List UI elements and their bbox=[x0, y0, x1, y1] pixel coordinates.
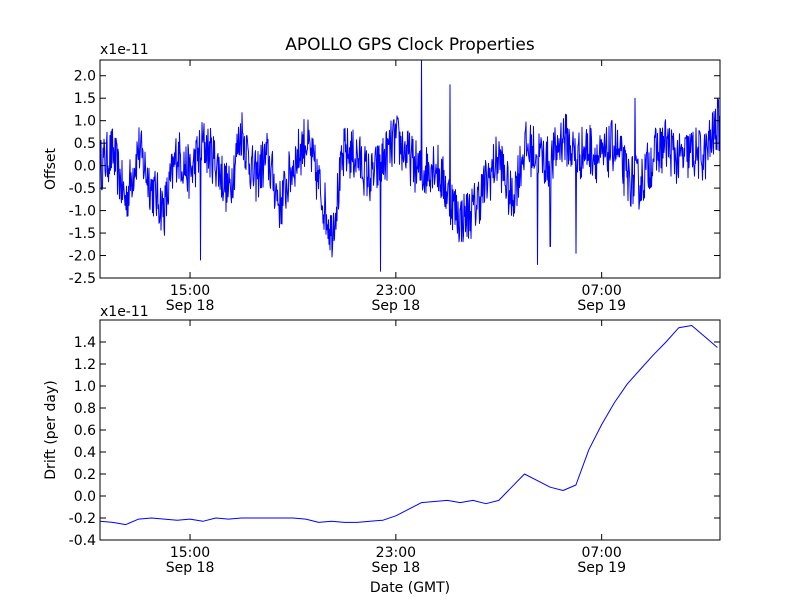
x-tick-time-label: 15:00 bbox=[170, 283, 210, 299]
x-tick-time-label: 07:00 bbox=[581, 545, 621, 561]
y-tick-label: 0.8 bbox=[74, 401, 96, 417]
x-tick-date-label: Sep 18 bbox=[372, 560, 421, 576]
y-tick-label: -0.2 bbox=[69, 511, 96, 527]
y-tick-label: 2.0 bbox=[74, 69, 96, 85]
y-tick-label: 1.4 bbox=[74, 335, 96, 351]
y-tick-label: -0.5 bbox=[69, 181, 96, 197]
x-tick-date-label: Sep 19 bbox=[577, 298, 626, 314]
drift-panel: -0.4-0.20.00.20.40.60.81.01.21.415:00Sep… bbox=[43, 304, 721, 596]
y-tick-label: 1.2 bbox=[74, 357, 96, 373]
x-tick-date-label: Sep 18 bbox=[372, 298, 421, 314]
y-tick-label: -1.5 bbox=[69, 226, 96, 242]
x-tick-time-label: 15:00 bbox=[170, 545, 210, 561]
x-tick-date-label: Sep 18 bbox=[166, 298, 215, 314]
y-tick-label: 1.0 bbox=[74, 114, 96, 130]
y-axis-label: Drift (per day) bbox=[43, 380, 59, 479]
series-line bbox=[99, 59, 721, 272]
y-multiplier-label: x1e-11 bbox=[100, 304, 149, 320]
y-tick-label: 0.5 bbox=[74, 136, 96, 152]
x-tick-time-label: 07:00 bbox=[581, 283, 621, 299]
y-tick-label: 0.0 bbox=[74, 159, 96, 175]
x-tick-date-label: Sep 19 bbox=[577, 560, 626, 576]
y-tick-label: -2.0 bbox=[69, 249, 96, 265]
series-line bbox=[99, 325, 718, 526]
plot-frame bbox=[99, 59, 721, 279]
y-tick-label: -0.4 bbox=[69, 533, 96, 549]
y-tick-label: 1.5 bbox=[74, 91, 96, 107]
y-tick-label: 1.0 bbox=[74, 379, 96, 395]
y-tick-label: -2.5 bbox=[69, 271, 96, 287]
x-tick-date-label: Sep 18 bbox=[166, 560, 215, 576]
x-tick-time-label: 23:00 bbox=[376, 545, 416, 561]
y-tick-label: 0.4 bbox=[74, 445, 96, 461]
y-tick-label: 0.6 bbox=[74, 423, 96, 439]
y-tick-label: 0.0 bbox=[74, 489, 96, 505]
y-tick-label: -1.0 bbox=[69, 204, 96, 220]
offset-panel: -2.5 -2.0 -1.5 -1.0 -0.5 0.0 0.5 1.0 1.5 2.0 15:00… bbox=[43, 42, 721, 314]
y-multiplier-label: x1e-11 bbox=[100, 42, 149, 58]
x-tick-time-label: 23:00 bbox=[376, 283, 416, 299]
x-axis-label: Date (GMT) bbox=[370, 580, 450, 596]
chart-title: APOLLO GPS Clock Properties bbox=[285, 35, 535, 55]
y-axis-label: Offset bbox=[43, 147, 59, 190]
y-tick-label: 0.2 bbox=[74, 467, 96, 483]
